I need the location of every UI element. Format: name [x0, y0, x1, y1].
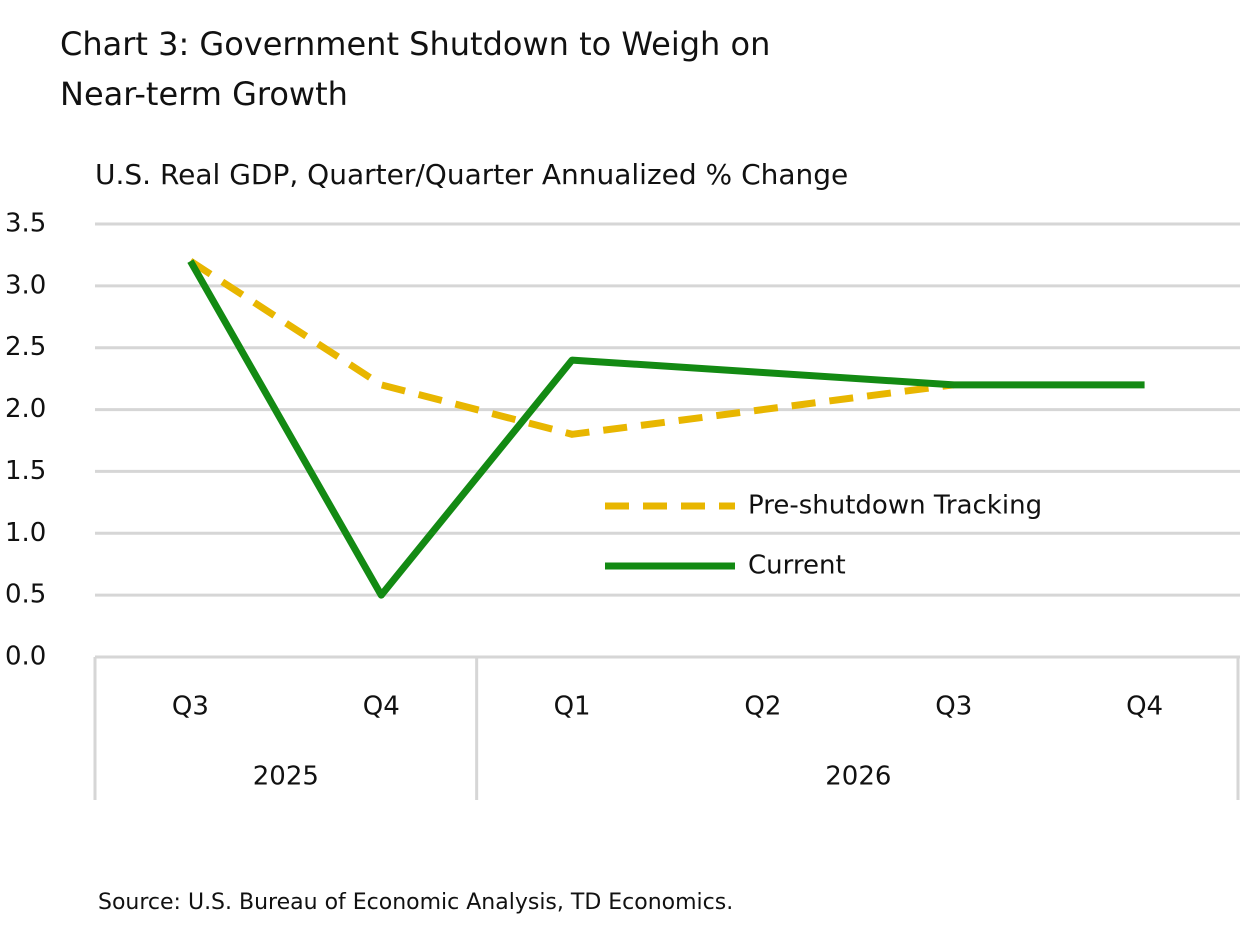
series-line: [187, 259, 1145, 599]
series-line: [188, 258, 955, 438]
y-tick-label: 3.0: [5, 270, 46, 300]
legend-label: Current: [748, 551, 846, 581]
x-tick-label: Q3: [935, 692, 972, 722]
y-tick-label: 1.0: [5, 518, 46, 548]
y-tick-label: 2.0: [5, 394, 46, 424]
group-label: 2025: [253, 762, 319, 792]
y-tick-label: 2.5: [5, 332, 46, 362]
x-tick-label: Q2: [744, 692, 781, 722]
x-tick-label: Q3: [172, 692, 209, 722]
chart-subtitle: U.S. Real GDP, Quarter/Quarter Annualize…: [95, 158, 848, 191]
y-tick-label: 0.0: [5, 642, 46, 672]
source-note: Source: U.S. Bureau of Economic Analysis…: [98, 890, 733, 915]
x-tick-label: Q4: [1126, 692, 1163, 722]
x-tick-label: Q4: [363, 692, 400, 722]
y-tick-label: 3.5: [5, 209, 46, 239]
chart-title: Chart 3: Government Shutdown to Weigh on…: [60, 25, 770, 113]
group-label: 2026: [825, 762, 891, 792]
y-tick-label: 0.5: [5, 580, 46, 610]
x-tick-label: Q1: [554, 692, 591, 722]
legend-label: Pre-shutdown Tracking: [748, 491, 1042, 521]
y-tick-label: 1.5: [5, 456, 46, 486]
